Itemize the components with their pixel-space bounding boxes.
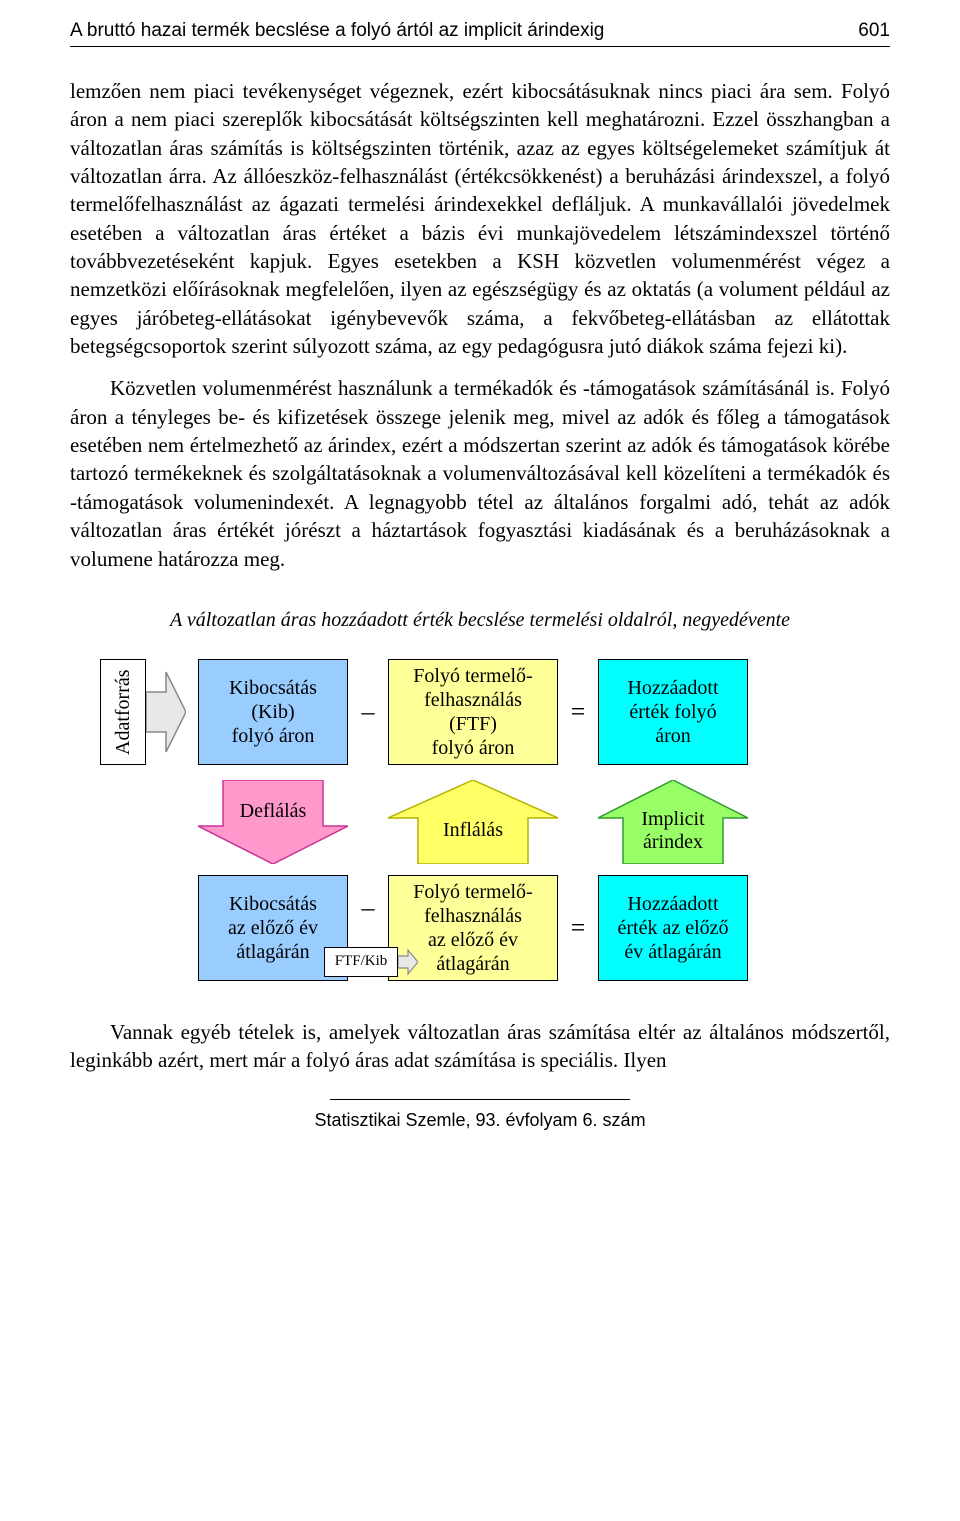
implicit-arrow: Implicit árindex — [598, 780, 748, 864]
ftf-folyo-box: Folyó termelő- felhasználás (FTF) folyó … — [388, 659, 558, 765]
minus-op-2: – — [348, 893, 388, 923]
deflalas-arrow: Deflálás — [198, 780, 348, 864]
running-header: A bruttó hazai termék becslése a folyó á… — [70, 20, 890, 42]
page-number: 601 — [858, 20, 890, 42]
ftf-kib-box: FTF/Kib — [324, 947, 398, 977]
flow-row-1: Adatforrás Kibocsátás (Kib) folyó áron –… — [100, 658, 860, 766]
header-title: A bruttó hazai termék becslése a folyó á… — [70, 20, 604, 42]
inflalas-label: Inflálás — [443, 819, 503, 842]
paragraph-3: Vannak egyéb tételek is, amelyek változa… — [70, 1018, 890, 1075]
footer-text: Statisztikai Szemle, 93. évfolyam 6. szá… — [70, 1110, 890, 1131]
ftf-kib-arrow-icon — [398, 947, 418, 977]
paragraph-2: Közvetlen volumenmérést használunk a ter… — [70, 374, 890, 572]
hozzaadott-elozo-box: Hozzáadott érték az előző év átlagárán — [598, 875, 748, 981]
minus-op-1: – — [348, 697, 388, 727]
implicit-label: Implicit árindex — [641, 808, 704, 854]
hozzaadott-folyo-box: Hozzáadott érték folyó áron — [598, 659, 748, 765]
equals-op-2: = — [558, 913, 598, 943]
flow-diagram: Adatforrás Kibocsátás (Kib) folyó áron –… — [100, 658, 860, 982]
adatforras-box: Adatforrás — [100, 659, 146, 765]
inflalas-arrow: Inflálás — [388, 780, 558, 864]
paragraph-1: lemzően nem piaci tevékenységet végeznek… — [70, 77, 890, 360]
footer-rule — [330, 1099, 630, 1100]
kibocsatas-folyo-box: Kibocsátás (Kib) folyó áron — [198, 659, 348, 765]
diagram-title: A változatlan áras hozzáadott érték becs… — [70, 609, 890, 632]
deflalas-label: Deflálás — [240, 800, 307, 823]
source-arrow — [146, 659, 186, 765]
arrow-row: Deflálás Inflálás Implicit árindex — [100, 780, 860, 864]
flow-row-2: Kibocsátás az előző év átlagárán – FTF/K… — [100, 874, 860, 982]
equals-op-1: = — [558, 697, 598, 727]
header-rule — [70, 46, 890, 47]
